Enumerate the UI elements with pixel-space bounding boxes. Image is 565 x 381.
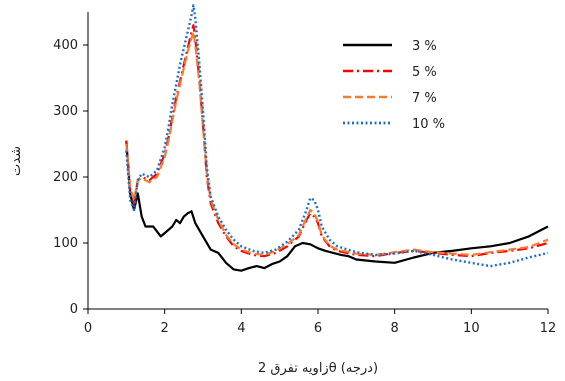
y-tick-label: 400	[53, 38, 78, 53]
y-ticks: 0 100 200 300 400	[53, 38, 88, 317]
legend-label: 10 %	[412, 117, 445, 132]
series-group	[125, 4, 549, 272]
y-tick-label: 0	[70, 302, 78, 317]
x-tick-label: 6	[314, 321, 322, 336]
x-tick-label: 10	[463, 321, 480, 336]
x-axis-title: زاویه تفرق 2θ (درجه)	[258, 361, 378, 376]
series-line-3	[125, 30, 549, 256]
series-line-1	[125, 140, 549, 272]
y-axis-title: شدت	[9, 146, 24, 176]
legend-label: 7 %	[412, 91, 437, 106]
x-tick-label: 4	[237, 321, 245, 336]
legend-label: 3 %	[412, 39, 437, 54]
y-tick-label: 100	[53, 236, 78, 251]
series-line-4	[125, 4, 549, 268]
legend-label: 5 %	[412, 65, 437, 80]
series-line-2	[125, 24, 549, 258]
legend: 3 % 5 % 7 % 10 %	[343, 39, 445, 132]
x-ticks: 0 2 4 6 8 10 12	[84, 309, 556, 336]
x-tick-label: 0	[84, 321, 92, 336]
x-tick-label: 12	[540, 321, 557, 336]
y-tick-label: 300	[53, 104, 78, 119]
x-tick-label: 8	[391, 321, 399, 336]
x-tick-label: 2	[161, 321, 169, 336]
y-tick-label: 200	[53, 170, 78, 185]
